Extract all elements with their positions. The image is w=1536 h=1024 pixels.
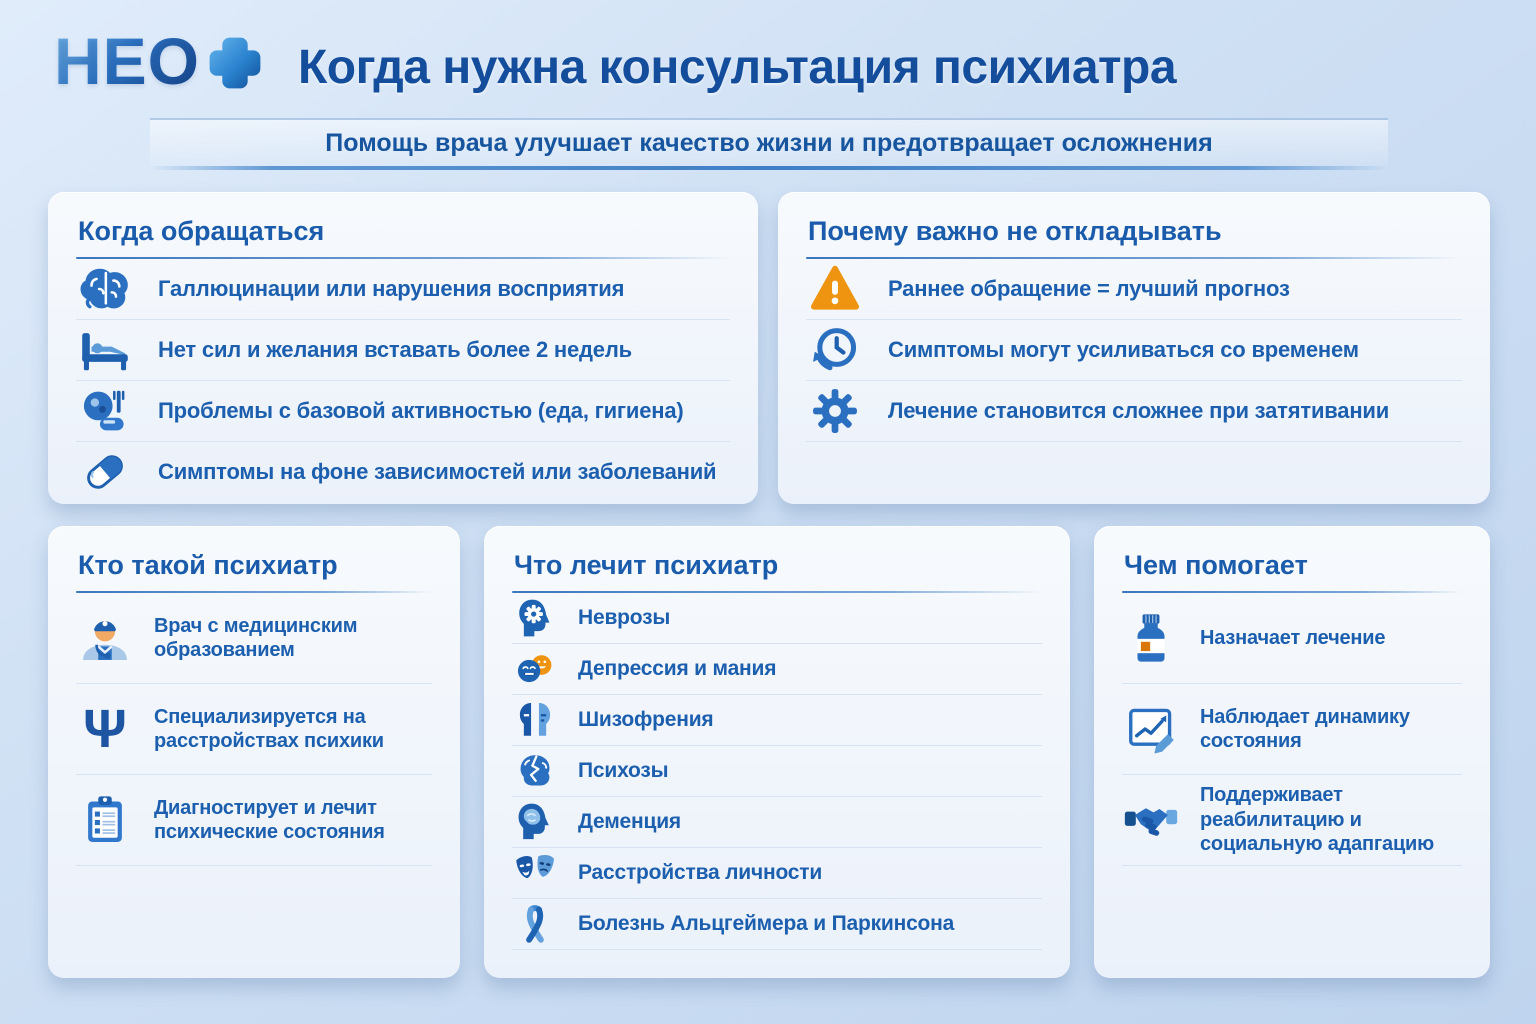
card-title: Кто такой психиатр bbox=[78, 550, 338, 580]
item-label: Наблюдает динамику состояния bbox=[1200, 705, 1410, 752]
item-label: Лечение становится сложнее при затятиван… bbox=[888, 397, 1390, 423]
subtitle-band: Помощь врача улучшает качество жизни и п… bbox=[150, 118, 1388, 170]
item-label: Поддерживает реабилитацию и социальную а… bbox=[1200, 784, 1435, 856]
list-item: Ψ Специализируется на расстройствах псих… bbox=[76, 684, 432, 775]
clock-history-icon bbox=[806, 323, 864, 377]
list-item: Диагностирует и лечит психические состоя… bbox=[76, 775, 432, 866]
psi-icon: Ψ bbox=[83, 699, 127, 759]
list-item: Наблюдает динамику состояния bbox=[1122, 684, 1462, 775]
list-item: Деменция bbox=[512, 797, 1042, 848]
split-head-icon bbox=[512, 699, 558, 741]
cards-area: Когда обращаться Галлюцинации или наруше… bbox=[48, 192, 1490, 978]
brain-icon bbox=[76, 262, 134, 316]
list-item: Шизофрения bbox=[512, 695, 1042, 746]
item-label: Специализируется на расстройствах психик… bbox=[154, 705, 384, 752]
item-label: Проблемы с базовой активностью (еда, гиг… bbox=[158, 397, 684, 423]
list-item: Неврозы bbox=[512, 593, 1042, 644]
list-item: Лечение становится сложнее при затятиван… bbox=[806, 381, 1462, 442]
gear-icon bbox=[806, 384, 864, 438]
logo-text: НЕО bbox=[54, 24, 201, 98]
card-how-helps: Чем помогает Назначает лечение bbox=[1094, 526, 1490, 978]
page-title: Когда нужна консультация психиатра bbox=[298, 41, 1177, 94]
item-label: Врач с медицинским образованием bbox=[154, 614, 358, 661]
list-item: Назначает лечение bbox=[1122, 593, 1462, 684]
item-label: Психозы bbox=[578, 759, 669, 783]
list-item: Раннее обращение = лучший прогноз bbox=[806, 259, 1462, 320]
list-item: Симптомы могут усиливаться со временем bbox=[806, 320, 1462, 381]
card-why-not-delay: Почему важно не откладывать Раннее обращ… bbox=[778, 192, 1490, 504]
title-underline bbox=[512, 591, 1042, 593]
mood-faces-icon bbox=[512, 648, 558, 690]
card-title: Что лечит психиатр bbox=[514, 550, 779, 580]
card-when-to-seek-help: Когда обращаться Галлюцинации или наруше… bbox=[48, 192, 758, 504]
item-label: Депрессия и мания bbox=[578, 657, 777, 681]
item-label: Симптомы могут усиливаться со временем bbox=[888, 336, 1359, 362]
list-item: Поддерживает реабилитацию и социальную а… bbox=[1122, 775, 1462, 866]
meal-icon bbox=[76, 384, 134, 438]
logo: НЕО bbox=[54, 28, 264, 94]
card-title: Чем помогает bbox=[1124, 550, 1308, 580]
item-label: Назначает лечение bbox=[1200, 626, 1386, 649]
list-item: Нет сил и желания вставать более 2 недел… bbox=[76, 320, 730, 381]
list-item: Болезнь Альцгеймера и Паркинсона bbox=[512, 899, 1042, 950]
item-label: Болезнь Альцгеймера и Паркинсона bbox=[578, 912, 955, 936]
head-brain-icon bbox=[512, 801, 558, 843]
item-label: Нет сил и желания вставать более 2 недел… bbox=[158, 336, 632, 362]
card-what-psychiatrist-treats: Что лечит психиатр bbox=[484, 526, 1070, 978]
item-label: Галлюцинации или нарушения восприятия bbox=[158, 275, 625, 301]
card-title: Когда обращаться bbox=[78, 216, 325, 246]
item-label: Неврозы bbox=[578, 606, 671, 630]
doctor-icon bbox=[76, 611, 134, 665]
list-item: Врач с медицинским образованием bbox=[76, 593, 432, 684]
chart-pen-icon bbox=[1122, 702, 1180, 756]
pill-icon bbox=[76, 445, 134, 499]
item-label: Симптомы на фоне зависимостей или заболе… bbox=[158, 458, 717, 484]
item-label: Диагностирует и лечит психические состоя… bbox=[154, 796, 385, 843]
awareness-ribbon-icon bbox=[512, 903, 558, 945]
medicine-bottle-icon bbox=[1122, 611, 1180, 665]
card-who-is-psychiatrist: Кто такой психиатр Врач с медицин bbox=[48, 526, 460, 978]
head-gear-icon bbox=[512, 597, 558, 639]
list-item: Психозы bbox=[512, 746, 1042, 797]
title-underline bbox=[1122, 591, 1462, 593]
warning-icon bbox=[806, 262, 864, 316]
medical-plus-icon bbox=[209, 37, 261, 89]
list-item: Расстройства личности bbox=[512, 848, 1042, 899]
item-label: Шизофрения bbox=[578, 708, 714, 732]
item-label: Раннее обращение = лучший прогноз bbox=[888, 275, 1290, 301]
title-underline bbox=[76, 591, 432, 593]
title-underline bbox=[76, 257, 730, 259]
item-label: Расстройства личности bbox=[578, 861, 823, 885]
brain-crack-icon bbox=[512, 750, 558, 792]
list-item: Симптомы на фоне зависимостей или заболе… bbox=[76, 442, 730, 502]
page-subtitle: Помощь врача улучшает качество жизни и п… bbox=[325, 128, 1213, 157]
card-title: Почему важно не откладывать bbox=[808, 216, 1222, 246]
theater-masks-icon bbox=[512, 852, 558, 894]
handshake-icon bbox=[1122, 793, 1180, 847]
bed-icon bbox=[76, 323, 134, 377]
title-underline bbox=[806, 257, 1462, 259]
list-item: Галлюцинации или нарушения восприятия bbox=[76, 259, 730, 320]
list-item: Проблемы с базовой активностью (еда, гиг… bbox=[76, 381, 730, 442]
item-label: Деменция bbox=[578, 810, 681, 834]
clipboard-icon bbox=[76, 793, 134, 847]
list-item: Депрессия и мания bbox=[512, 644, 1042, 695]
